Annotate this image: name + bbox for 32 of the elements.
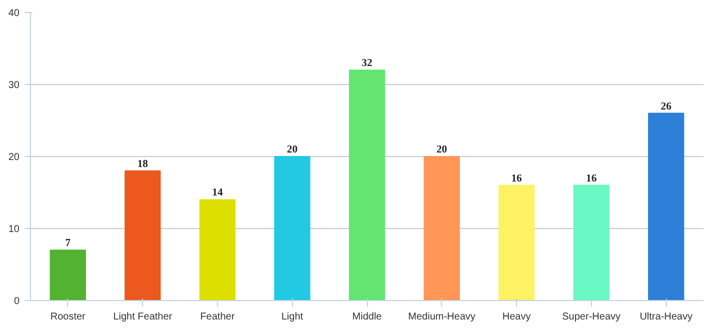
x-tick-label: Ultra-Heavy [640, 312, 693, 322]
bar [573, 184, 610, 300]
bar [424, 156, 460, 300]
y-tick-label: 30 [8, 80, 20, 91]
y-tick-label: 10 [8, 224, 20, 235]
bar [348, 70, 386, 300]
bar [50, 250, 86, 300]
x-tick-label: Rooster [50, 312, 86, 322]
y-tick-label: 0 [14, 296, 20, 307]
x-tick-label: Heavy [502, 312, 531, 322]
data-label: 32 [362, 58, 372, 70]
data-label: 18 [137, 158, 148, 170]
bar [274, 156, 310, 300]
x-tick-label: Feather [200, 312, 236, 322]
y-tick-label: 40 [8, 8, 20, 19]
bar [498, 184, 535, 300]
data-label: 16 [511, 173, 523, 184]
data-label: 7 [65, 238, 72, 250]
data-label: 20 [436, 144, 448, 156]
x-tick-label: Light [281, 312, 304, 322]
bar [199, 199, 236, 300]
data-label: 16 [586, 173, 598, 184]
bar [124, 170, 161, 300]
data-label: 26 [660, 101, 672, 112]
y-tick-label: 20 [8, 152, 20, 163]
x-tick-label: Medium-Heavy [408, 312, 476, 322]
data-label: 20 [286, 144, 298, 156]
x-tick-label: Light Feather [113, 312, 173, 322]
bar [648, 112, 684, 300]
x-tick-label: Middle [352, 312, 382, 322]
data-label: 14 [212, 188, 224, 199]
x-tick-label: Super-Heavy [562, 312, 621, 322]
